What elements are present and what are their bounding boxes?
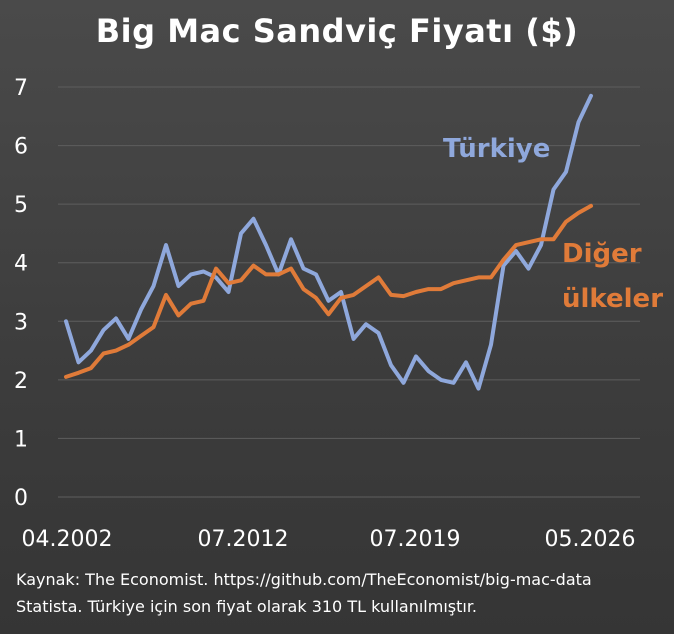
x-tick-label: 07.2019 [370, 527, 461, 552]
source-line-1: Kaynak: The Economist. https://github.co… [16, 570, 592, 589]
grid-lines [58, 86, 640, 498]
y-tick-label: 1 [14, 427, 28, 452]
y-tick-label: 6 [14, 135, 28, 160]
x-tick-label: 07.2012 [198, 527, 289, 552]
source-note: Kaynak: The Economist. https://github.co… [16, 566, 666, 620]
series-label: ülkeler [562, 284, 663, 314]
y-tick-label: 4 [14, 252, 28, 277]
source-line-2: Statista. Türkiye için son fiyat olarak … [16, 597, 478, 616]
y-tick-label: 0 [14, 486, 28, 511]
series-label: Diğer [562, 239, 642, 269]
series-line-turkiye [64, 93, 593, 391]
y-tick-label: 5 [14, 193, 28, 218]
y-tick-label: 2 [14, 369, 28, 394]
chart-title: Big Mac Sandviç Fiyatı ($) [95, 12, 579, 50]
y-tick-label: 7 [14, 76, 28, 101]
x-tick-label: 04.2002 [22, 527, 113, 552]
x-axis-ticks: 04.2002 07.2012 07.2019 05.2026 [22, 527, 636, 552]
y-axis-ticks: 0 1 2 3 4 5 6 7 [14, 76, 28, 511]
series-lines [64, 93, 593, 391]
x-tick-label: 05.2026 [545, 527, 636, 552]
series-line-diger-ulkeler [64, 203, 593, 379]
y-tick-label: 3 [14, 310, 28, 335]
series-label: Türkiye [443, 134, 550, 164]
series-labels: Türkiye Diğer ülkeler [443, 134, 663, 314]
